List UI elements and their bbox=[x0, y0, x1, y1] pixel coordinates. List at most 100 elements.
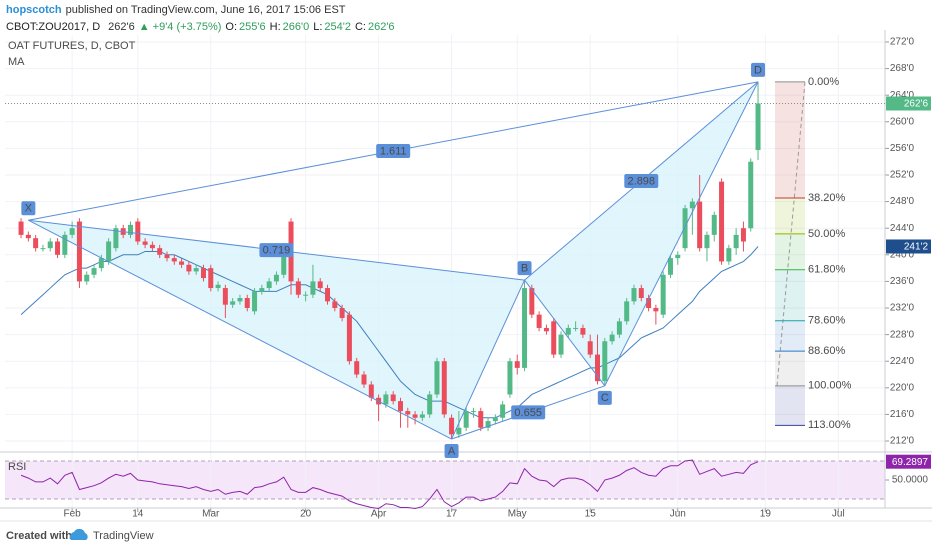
y-tick-label: 244'0 bbox=[890, 223, 915, 234]
x-tick-label: 15 bbox=[585, 509, 597, 520]
point-box bbox=[21, 201, 36, 216]
candle-body bbox=[631, 288, 637, 302]
candle-body bbox=[47, 241, 53, 249]
candle-body bbox=[361, 374, 367, 385]
candle-body bbox=[755, 103, 761, 151]
fib-band bbox=[775, 81, 805, 198]
candle-body bbox=[697, 201, 703, 249]
candle-body bbox=[485, 421, 491, 428]
candle-body bbox=[609, 334, 615, 342]
fib-band bbox=[775, 233, 805, 270]
ratio-label: 1.611 bbox=[380, 145, 407, 157]
candle-body bbox=[310, 281, 316, 295]
quote-value: 262'6 bbox=[368, 21, 395, 33]
candle-body bbox=[230, 301, 236, 305]
candle-body bbox=[98, 258, 104, 269]
candle-body bbox=[726, 248, 732, 262]
candle-body bbox=[412, 414, 418, 418]
point-label: B bbox=[521, 262, 528, 274]
point-label: A bbox=[448, 445, 456, 457]
chart-title: OAT FUTURES, D, CBOT bbox=[8, 40, 136, 52]
rsi-value-label-box bbox=[886, 454, 931, 469]
pattern-line bbox=[524, 279, 606, 387]
fib-label: 78.60% bbox=[808, 315, 846, 327]
candle-body bbox=[580, 327, 586, 335]
change: ▲ +9'4 (+3.75%) bbox=[139, 21, 222, 33]
pattern-fill bbox=[28, 220, 525, 440]
candle-body bbox=[733, 234, 739, 249]
fib-label: 61.80% bbox=[808, 264, 846, 276]
quote-value: 254'2 bbox=[324, 21, 351, 33]
candle-body bbox=[325, 288, 331, 302]
candle-body bbox=[354, 361, 360, 375]
last-price-label-box bbox=[886, 96, 931, 111]
candle-body bbox=[40, 248, 46, 250]
y-tick-label: 220'0 bbox=[890, 382, 915, 393]
candle-body bbox=[449, 417, 455, 435]
candle-body bbox=[595, 354, 601, 382]
brand-logo bbox=[69, 528, 88, 540]
candle-body bbox=[616, 321, 622, 335]
x-tick-label: 19 bbox=[760, 509, 772, 520]
point-label: C bbox=[601, 392, 609, 404]
candle-body bbox=[740, 228, 746, 242]
fib-label: 0.00% bbox=[808, 76, 839, 88]
y-tick-label: 268'0 bbox=[890, 63, 915, 74]
candle-body bbox=[470, 411, 476, 413]
candle-body bbox=[638, 288, 644, 299]
candle-body bbox=[456, 427, 462, 435]
symbol: CBOT:ZOU2017, D bbox=[6, 21, 100, 33]
ma-legend: MA bbox=[8, 56, 25, 68]
point-box bbox=[517, 261, 532, 276]
pattern-line bbox=[28, 219, 452, 440]
candle-body bbox=[332, 301, 338, 309]
candle-body bbox=[295, 281, 301, 295]
fib-band bbox=[775, 197, 805, 234]
y-tick-label: 272'0 bbox=[890, 37, 915, 48]
footer-created: Created with bbox=[6, 530, 72, 542]
y-tick-label: 236'0 bbox=[890, 276, 915, 287]
footer-brand[interactable]: TradingView bbox=[93, 530, 154, 542]
ratio-box bbox=[376, 144, 411, 159]
candle-body bbox=[208, 268, 214, 289]
y-tick-label: 228'0 bbox=[890, 329, 915, 340]
candle-body bbox=[303, 294, 309, 296]
candle-body bbox=[113, 228, 119, 249]
rsi-tick-label: 50.0000 bbox=[892, 475, 929, 486]
candle-body bbox=[682, 208, 688, 249]
fib-label: 100.00% bbox=[808, 380, 852, 392]
x-tick-label: Mar bbox=[202, 509, 220, 520]
y-tick-label: 224'0 bbox=[890, 356, 915, 367]
candle-body bbox=[339, 308, 345, 318]
rsi-legend: RSI bbox=[8, 461, 26, 473]
rsi-band bbox=[5, 461, 885, 499]
point-box bbox=[751, 62, 766, 77]
candle-body bbox=[157, 248, 163, 255]
x-tick-label: 20 bbox=[300, 509, 312, 520]
candle-body bbox=[667, 258, 673, 275]
candle-body bbox=[689, 201, 695, 209]
candle-body bbox=[573, 327, 579, 329]
candle-body bbox=[427, 394, 433, 415]
plot: 212'0 216'0 220'0 224'0 228'0 232'0 236'0 240'0… bbox=[0, 30, 932, 520]
candle-body bbox=[186, 264, 192, 272]
candle-body bbox=[281, 254, 287, 275]
ratio-box bbox=[511, 405, 546, 420]
candle-body bbox=[602, 341, 608, 382]
candle-body bbox=[653, 308, 659, 312]
candle-body bbox=[587, 341, 593, 355]
candle-body bbox=[91, 268, 97, 275]
candle-body bbox=[565, 327, 571, 335]
candle-body bbox=[244, 298, 250, 309]
candle-body bbox=[748, 161, 754, 229]
candle-body bbox=[704, 234, 710, 249]
fib-label: 113.00% bbox=[808, 419, 851, 431]
y-tick-label: 232'0 bbox=[890, 303, 915, 314]
candle-body bbox=[55, 241, 61, 255]
last-price-label: 262'6 bbox=[904, 99, 929, 110]
candle-body bbox=[419, 414, 425, 418]
candle-body bbox=[69, 228, 75, 235]
quote-value: 266'0 bbox=[283, 21, 310, 33]
candle-body bbox=[514, 361, 520, 368]
ma-line bbox=[20, 246, 759, 419]
